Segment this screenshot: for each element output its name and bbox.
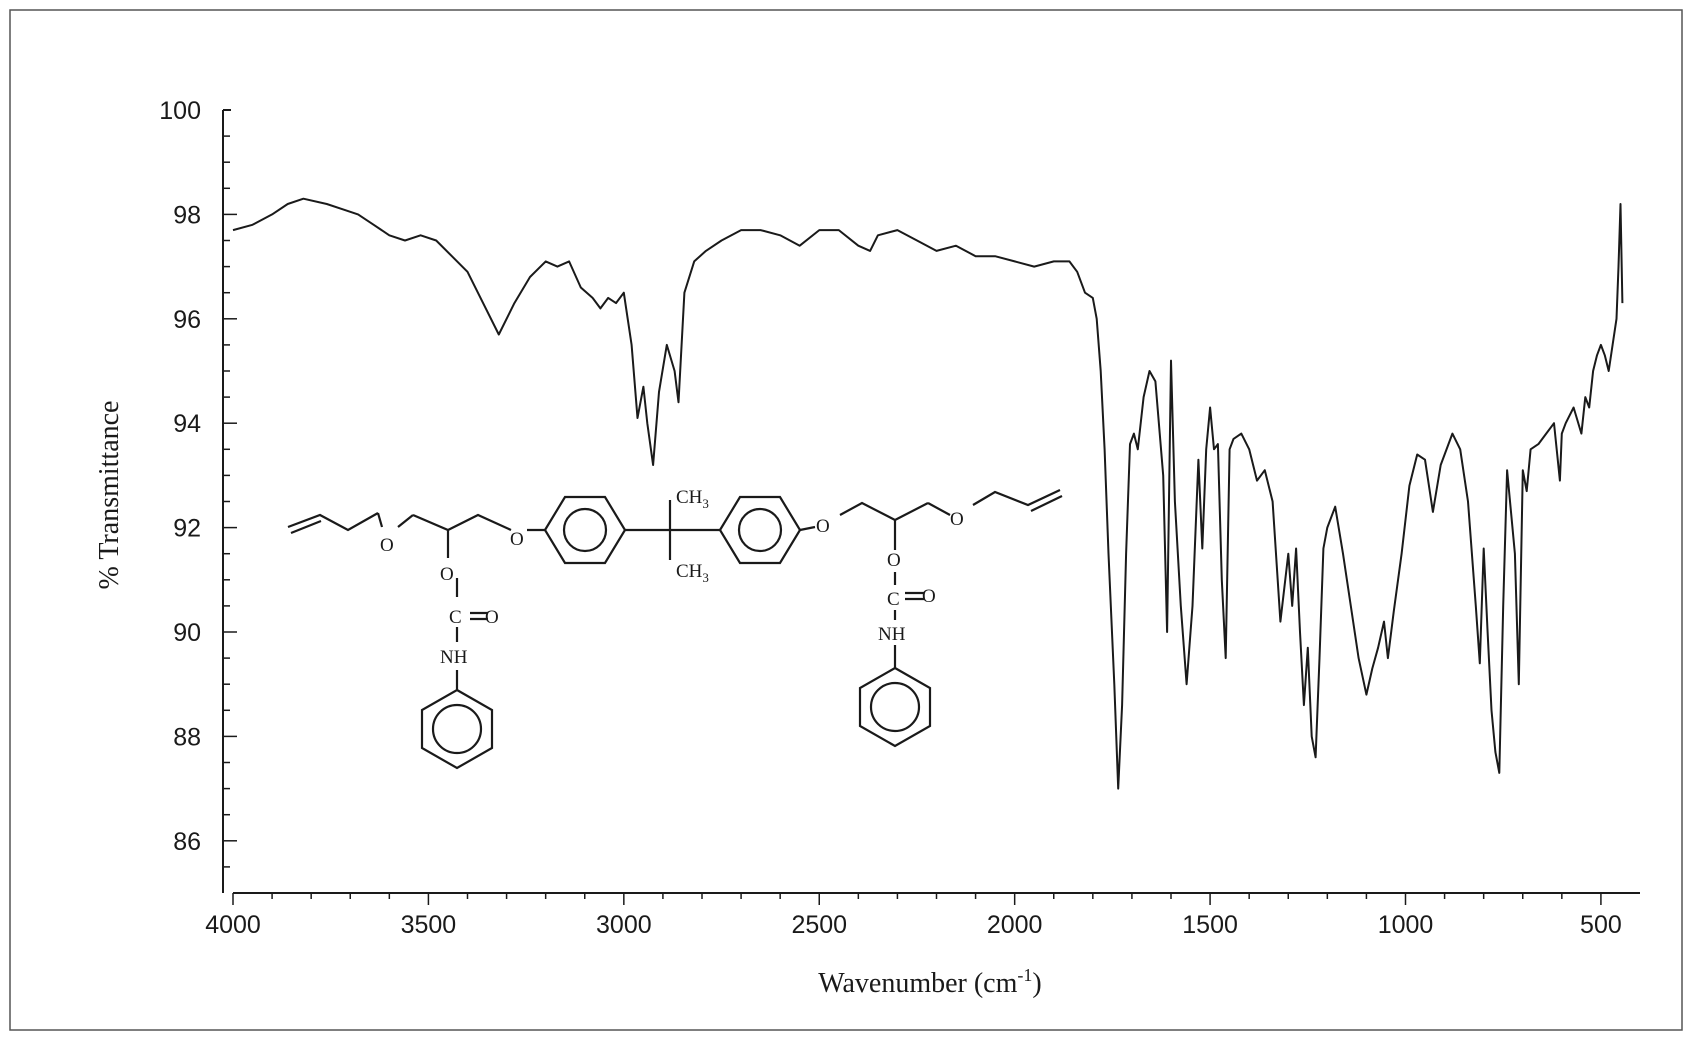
oxygen-label: O [485, 607, 499, 628]
y-tick-label: 100 [159, 97, 201, 125]
oxygen-label: O [887, 550, 901, 571]
oxygen-label: O [440, 564, 454, 585]
x-axis-label-superscript: -1 [1017, 965, 1032, 985]
page-border [9, 9, 1683, 1031]
x-axis-ticks: 4000 3500 3000 2500 2000 1500 1000 500 [205, 893, 1622, 939]
x-tick-label: 1000 [1378, 911, 1434, 939]
y-tick-label: 92 [173, 515, 201, 543]
molecule-structure-icon [287, 489, 1063, 770]
y-tick-label: 96 [173, 306, 201, 334]
y-tick-label: 86 [173, 828, 201, 856]
x-tick-label: 3000 [596, 911, 652, 939]
y-tick-label: 88 [173, 723, 201, 751]
amine-label: NH [878, 624, 906, 645]
x-axis-label: Wavenumber (cm-1) [818, 965, 1041, 999]
series-line [232, 197, 1624, 790]
y-axis-label: % Transmittance [94, 401, 125, 590]
y-axis-ticks: 86 88 90 92 94 96 98 100 [159, 97, 237, 868]
x-tick-label: 3500 [401, 911, 457, 939]
oxygen-label: O [922, 586, 936, 607]
x-tick-label: 2000 [987, 911, 1043, 939]
y-tick-label: 94 [173, 410, 201, 438]
x-tick-label: 4000 [205, 911, 261, 939]
y-tick-label: 98 [173, 201, 201, 229]
x-tick-label: 2500 [791, 911, 847, 939]
x-tick-label: 1500 [1182, 911, 1238, 939]
y-tick-label: 90 [173, 619, 201, 647]
amine-label: NH [440, 647, 468, 668]
x-tick-label: 500 [1580, 911, 1622, 939]
oxygen-label: O [816, 516, 830, 537]
carbon-label: C [449, 607, 462, 628]
carbon-label: C [887, 589, 900, 610]
x-axis-label-text: Wavenumber (cm [818, 968, 1017, 999]
oxygen-label: O [950, 509, 964, 530]
oxygen-label: O [380, 535, 394, 556]
oxygen-label: O [510, 529, 524, 550]
x-axis-label-close: ) [1032, 968, 1041, 999]
